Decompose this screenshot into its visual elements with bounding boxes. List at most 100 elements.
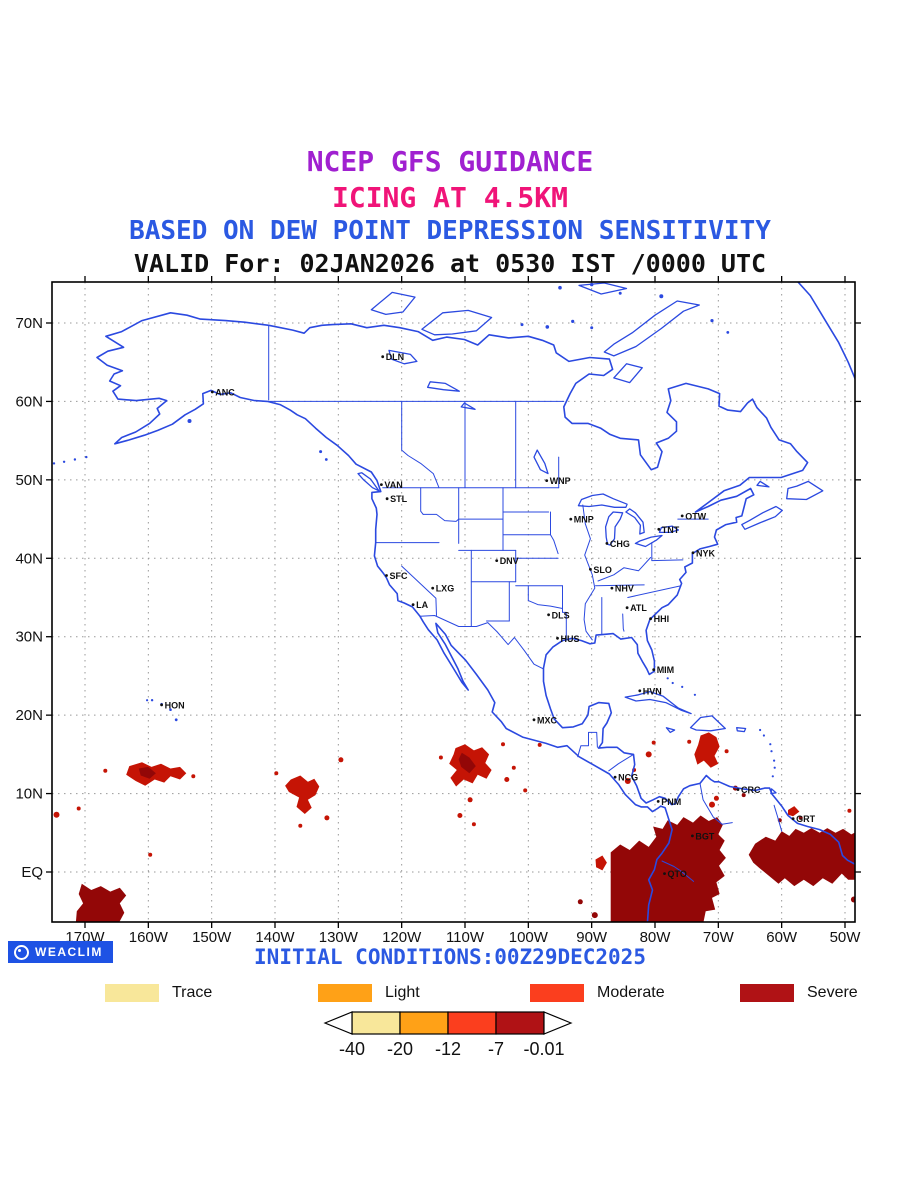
small-island <box>770 750 773 753</box>
colorbar-right-arrow <box>543 1011 573 1035</box>
small-island <box>590 282 594 287</box>
city-dot <box>381 355 385 359</box>
icing-speckle-moderate <box>724 749 729 754</box>
city-dot <box>385 497 389 501</box>
small-island <box>762 734 766 737</box>
city-dot <box>569 517 573 521</box>
small-island <box>769 743 772 746</box>
title-line4: VALID For: 02JAN2026 at 0530 IST /0000 U… <box>133 249 767 278</box>
legend-item-moderate: Moderate <box>530 984 665 1002</box>
city-label: DLS <box>552 610 570 620</box>
island-or-lake <box>624 690 692 715</box>
map-canvas: ANC DLN VAN STL WNP MNP OTW CHG TNT NYK DNV SLO SFC L… <box>15 276 862 946</box>
lat-axis-label: 20N <box>15 707 43 724</box>
colorbar-segment-light <box>399 1011 449 1035</box>
colorbar-tick-label: -12 <box>435 1039 461 1059</box>
political-border <box>627 585 682 598</box>
lon-axis-label: 100W <box>509 929 549 946</box>
city-dot <box>791 817 795 821</box>
small-island <box>520 323 524 327</box>
coastline <box>796 282 855 381</box>
city-dot <box>680 514 684 518</box>
island-or-lake <box>388 349 418 365</box>
icing-speckle-moderate <box>438 755 443 760</box>
lat-axis-label: EQ <box>21 864 43 881</box>
city-dot <box>556 636 559 640</box>
island-or-lake <box>741 505 783 530</box>
city-label: OTW <box>685 511 706 521</box>
colorbar: -40 -20 -12 -7 -0.01 <box>323 1011 573 1059</box>
small-island <box>146 699 149 702</box>
title-line3: BASED ON DEW POINT DEPRESSION SENSITIVIT… <box>129 216 771 246</box>
island-or-lake <box>770 788 777 795</box>
city-dot <box>380 483 383 486</box>
lat-axis-label: 40N <box>15 550 43 567</box>
legend-item-severe: Severe <box>740 984 858 1002</box>
icing-speckle-moderate <box>501 742 505 747</box>
title-line1: NCEP GFS GUIDANCE <box>306 145 594 178</box>
colorbar-tick-label: -0.01 <box>523 1039 564 1059</box>
city-label: DNV <box>500 556 519 566</box>
icing-region-severe <box>458 752 476 774</box>
icing-speckle-moderate <box>338 757 344 763</box>
legend-swatch-severe <box>740 984 794 1002</box>
city-label: ATL <box>630 603 647 613</box>
lon-axis-label: 50W <box>830 929 862 946</box>
small-island <box>759 728 762 732</box>
island-or-lake <box>357 472 380 492</box>
lat-axis-label: 70N <box>15 315 43 332</box>
icing-speckle-moderate <box>53 811 60 818</box>
city-label: LXG <box>436 584 455 594</box>
lon-axis-label: 150W <box>192 929 232 946</box>
city-dot <box>736 788 740 791</box>
icing-speckle-moderate <box>847 808 852 813</box>
icing-region-moderate <box>694 732 720 768</box>
city-label: MXC <box>537 715 558 725</box>
political-border <box>595 584 645 587</box>
icing-speckle-moderate <box>457 813 463 818</box>
island-or-lake <box>658 525 680 534</box>
legend-label-severe: Severe <box>807 984 858 1001</box>
political-border <box>420 487 424 515</box>
island-or-lake <box>460 402 476 410</box>
legend-swatch-light <box>318 984 372 1002</box>
small-island <box>571 319 575 323</box>
city-dot <box>652 668 656 672</box>
island-or-lake <box>604 511 624 546</box>
city-label: LA <box>416 600 428 610</box>
colorbar-tick-label: -7 <box>488 1039 504 1059</box>
island-or-lake <box>578 282 628 295</box>
political-border <box>562 585 567 640</box>
city-dot <box>605 542 609 545</box>
colorbar-tick-label: -40 <box>339 1039 365 1059</box>
map-frame <box>51 281 856 923</box>
island-or-lake <box>634 534 663 548</box>
colorbar-segment-severe <box>495 1011 545 1035</box>
icing-speckle-moderate <box>651 740 656 745</box>
small-island <box>319 450 323 454</box>
small-island <box>710 319 714 323</box>
coastline <box>96 312 855 922</box>
city-dot <box>691 834 694 838</box>
political-border <box>401 565 437 616</box>
icing-areas <box>53 732 855 922</box>
city-dot <box>160 703 164 707</box>
small-island <box>726 331 730 334</box>
small-island <box>773 766 776 769</box>
city-label: CHG <box>610 539 630 549</box>
small-island <box>324 458 328 461</box>
city-label: GRT <box>796 814 816 824</box>
icing-region-severe <box>748 828 855 887</box>
political-border <box>527 585 563 609</box>
city-dot <box>663 872 666 875</box>
lat-axis-label: 60N <box>15 393 43 410</box>
icing-speckle-moderate <box>504 777 510 782</box>
legend-item-light: Light <box>318 984 420 1002</box>
political-border <box>422 513 460 522</box>
island-or-lake <box>426 381 460 392</box>
colorbar-tick-label: -20 <box>387 1039 413 1059</box>
city-label: PNM <box>661 797 681 807</box>
icing-speckle-severe <box>850 896 855 903</box>
legend-swatch-moderate <box>530 984 584 1002</box>
city-dot <box>210 390 214 394</box>
